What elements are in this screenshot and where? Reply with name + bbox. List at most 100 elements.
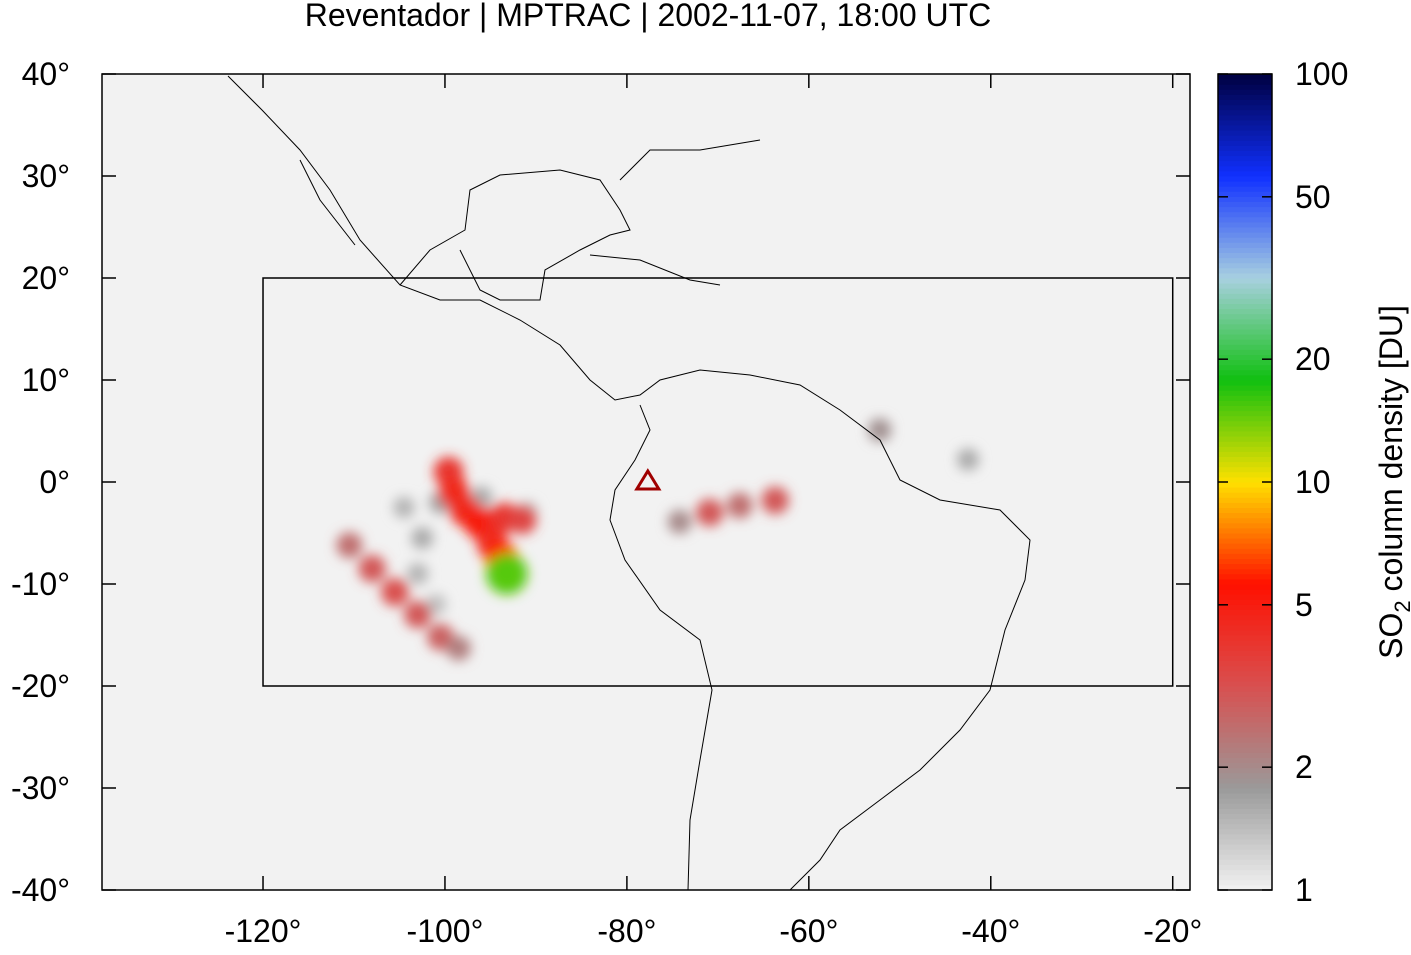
- colorbar-cell: [1218, 746, 1272, 753]
- colorbar-cell: [1218, 466, 1272, 473]
- colorbar-cell: [1218, 287, 1272, 294]
- colorbar-cell: [1218, 374, 1272, 381]
- colorbar-cell: [1218, 884, 1272, 891]
- colorbar-cell: [1218, 762, 1272, 769]
- colorbar-cell: [1218, 430, 1272, 437]
- colorbar-cell: [1218, 93, 1272, 100]
- y-tick-label: -20°: [11, 668, 70, 704]
- plume-blob: [446, 635, 472, 661]
- colorbar-cell: [1218, 853, 1272, 860]
- colorbar-cell: [1218, 155, 1272, 162]
- colorbar-cell: [1218, 104, 1272, 111]
- colorbar-cell: [1218, 823, 1272, 830]
- colorbar-cell: [1218, 675, 1272, 682]
- colorbar-cell: [1218, 552, 1272, 559]
- colorbar-cell: [1218, 593, 1272, 600]
- colorbar-cell: [1218, 195, 1272, 202]
- colorbar-cell: [1218, 858, 1272, 865]
- colorbar-cell: [1218, 440, 1272, 447]
- colorbar-cell: [1218, 384, 1272, 391]
- plume-blob: [667, 509, 692, 534]
- colorbar-tick-label: 20: [1295, 341, 1331, 377]
- colorbar-cell: [1218, 501, 1272, 508]
- colorbar-cell: [1218, 73, 1272, 80]
- colorbar-tick-label: 50: [1295, 179, 1331, 215]
- colorbar-cell: [1218, 450, 1272, 457]
- plume-blob: [403, 600, 432, 629]
- colorbar-cell: [1218, 838, 1272, 845]
- plume-blob: [411, 527, 434, 550]
- colorbar-cell: [1218, 751, 1272, 758]
- colorbar-cell: [1218, 598, 1272, 605]
- colorbar-cell: [1218, 338, 1272, 345]
- colorbar-cell: [1218, 369, 1272, 376]
- colorbar-cell: [1218, 828, 1272, 835]
- colorbar-cell: [1218, 547, 1272, 554]
- colorbar-cell: [1218, 83, 1272, 90]
- colorbar-cell: [1218, 231, 1272, 238]
- colorbar-label-part: column density [DU]: [1373, 305, 1409, 600]
- colorbar-cell: [1218, 109, 1272, 116]
- colorbar-cell: [1218, 226, 1272, 233]
- colorbar-cell: [1218, 114, 1272, 121]
- colorbar-cell: [1218, 654, 1272, 661]
- colorbar-cell: [1218, 333, 1272, 340]
- coastline: [227, 75, 1031, 891]
- colorbar-cell: [1218, 634, 1272, 641]
- colorbar-cell: [1218, 695, 1272, 702]
- colorbar-cell: [1218, 813, 1272, 820]
- colorbar-cell: [1218, 807, 1272, 814]
- colorbar-cell: [1218, 211, 1272, 218]
- map-area: [102, 74, 1190, 890]
- colorbar-cell: [1218, 257, 1272, 264]
- colorbar-cell: [1218, 756, 1272, 763]
- colorbar-cell: [1218, 160, 1272, 167]
- y-tick-label: 40°: [22, 56, 70, 92]
- chart-title: Reventador | MPTRAC | 2002-11-07, 18:00 …: [305, 0, 992, 33]
- colorbar-cell: [1218, 246, 1272, 253]
- colorbar-cell: [1218, 185, 1272, 192]
- y-tick-label: 10°: [22, 362, 70, 398]
- colorbar-cell: [1218, 165, 1272, 172]
- colorbar-cell: [1218, 175, 1272, 182]
- colorbar-cell: [1218, 201, 1272, 208]
- colorbar-cell: [1218, 410, 1272, 417]
- colorbar-cell: [1218, 405, 1272, 412]
- colorbar-cell: [1218, 777, 1272, 784]
- colorbar-cell: [1218, 512, 1272, 519]
- plume-blob: [507, 505, 537, 535]
- colorbar-cell: [1218, 496, 1272, 503]
- plume-layer: [336, 418, 980, 661]
- colorbar-cell: [1218, 308, 1272, 315]
- x-tick-label: -80°: [597, 913, 656, 949]
- plume-blob: [358, 554, 386, 583]
- colorbar-cell: [1218, 262, 1272, 269]
- colorbar-cell: [1218, 221, 1272, 228]
- colorbar-cell: [1218, 716, 1272, 723]
- colorbar-cell: [1218, 532, 1272, 539]
- colorbar-cell: [1218, 267, 1272, 274]
- colorbar-tick-label: 2: [1295, 749, 1313, 785]
- colorbar-cell: [1218, 318, 1272, 325]
- colorbar-cell: [1218, 772, 1272, 779]
- colorbar-cell: [1218, 124, 1272, 131]
- colorbar-cell: [1218, 297, 1272, 304]
- colorbar-cell: [1218, 869, 1272, 876]
- volcano-marker: [634, 468, 662, 491]
- x-tick-label: -40°: [961, 913, 1020, 949]
- colorbar-cell: [1218, 313, 1272, 320]
- colorbar-cell: [1218, 277, 1272, 284]
- colorbar-cell: [1218, 537, 1272, 544]
- colorbar-cell: [1218, 139, 1272, 146]
- colorbar-cell: [1218, 303, 1272, 310]
- colorbar-cell: [1218, 558, 1272, 565]
- colorbar-cell: [1218, 119, 1272, 126]
- colorbar-cell: [1218, 323, 1272, 330]
- colorbar-cell: [1218, 461, 1272, 468]
- colorbar-cell: [1218, 848, 1272, 855]
- colorbar-cell: [1218, 741, 1272, 748]
- colorbar-cell: [1218, 471, 1272, 478]
- y-tick-label: 0°: [39, 464, 70, 500]
- colorbar-cell: [1218, 767, 1272, 774]
